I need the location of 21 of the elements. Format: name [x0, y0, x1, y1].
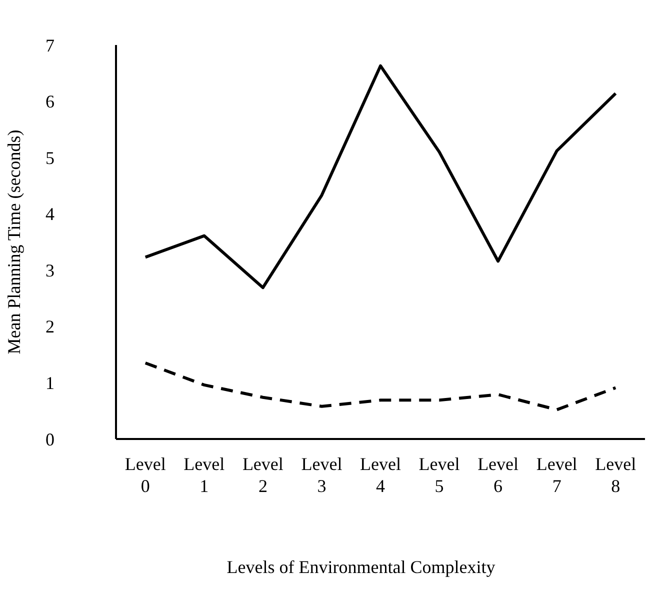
y-tick-label: 6	[46, 92, 54, 112]
x-tick-label: Level 2	[242, 454, 284, 496]
line-series	[144, 362, 618, 412]
x-axis-title: Levels of Environmental Complexity	[226, 557, 496, 577]
x-tick-label: Level 7	[536, 454, 578, 496]
y-tick-label: 3	[46, 260, 54, 280]
x-tick-label: Level 8	[595, 454, 636, 496]
y-tick-label: 7	[46, 35, 54, 56]
y-tick-label: 5	[46, 148, 54, 168]
x-tick-label: Level 1	[184, 454, 225, 496]
y-tick-label: 4	[46, 204, 54, 224]
y-axis-title: Mean Planning Time (seconds)	[4, 130, 24, 354]
line-series	[144, 64, 618, 290]
y-tick-label: 0	[46, 429, 54, 450]
x-tick-label: Level 6	[478, 454, 519, 496]
x-tick-label: Level 5	[418, 454, 460, 496]
x-tick-label: Level 3	[301, 454, 342, 496]
y-tick-label: 2	[46, 316, 54, 337]
x-tick-label: Level 4	[360, 454, 401, 496]
x-tick-label: Level 0	[124, 454, 166, 496]
y-tick-label: 1	[46, 373, 54, 394]
